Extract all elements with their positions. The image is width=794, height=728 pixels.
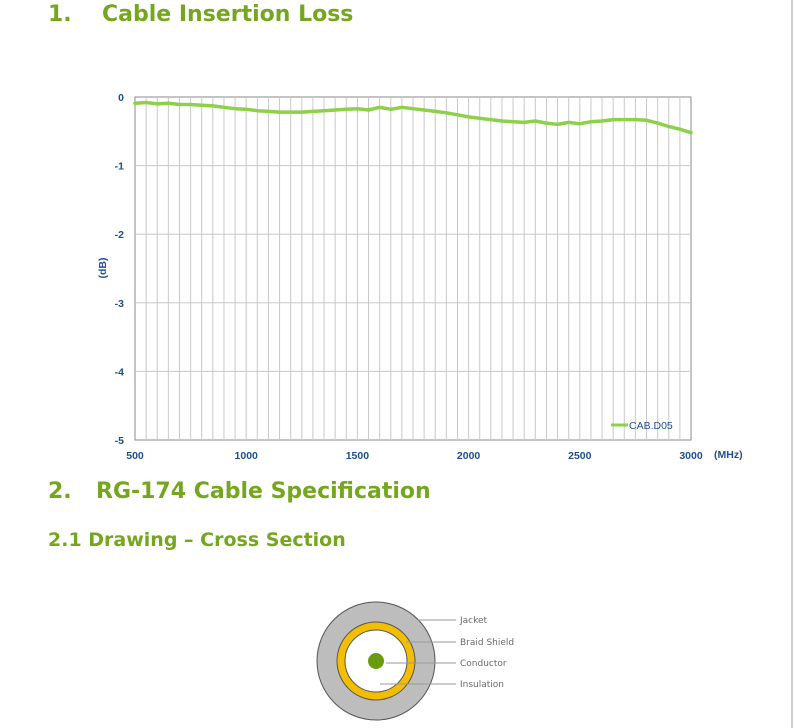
y-tick-label: -3 xyxy=(115,298,124,310)
y-axis-ticks: 0 -1 -2 -3 -4 -5 xyxy=(115,92,125,447)
y-tick-label: -1 xyxy=(115,161,124,173)
y-tick-label: -2 xyxy=(115,229,124,241)
y-tick-label: -4 xyxy=(115,366,124,378)
x-tick-label: 500 xyxy=(126,450,144,462)
series-line-cab-d05 xyxy=(133,100,693,135)
y-axis-title: (dB) xyxy=(97,258,109,279)
braid-shield-label: Braid Shield xyxy=(460,638,514,648)
y-tick-label: -5 xyxy=(115,435,124,447)
x-tick-label: 2500 xyxy=(568,450,592,462)
x-tick-label: 2000 xyxy=(457,450,481,462)
page-edge-rule xyxy=(791,0,793,728)
chart-grid xyxy=(135,97,691,440)
x-tick-label: 1500 xyxy=(346,450,370,462)
section-1-number: 1. xyxy=(48,2,72,27)
section-2-1-heading: 2.1 Drawing – Cross Section xyxy=(48,529,346,551)
section-2-title: RG-174 Cable Specification xyxy=(96,479,431,504)
x-axis-title: (MHz) xyxy=(714,449,743,461)
section-2-heading: 2. RG-174 Cable Specification xyxy=(48,479,431,504)
insertion-loss-chart: 0 -1 -2 -3 -4 -5 500 1000 1500 2000 2500 3000 (dB)… xyxy=(97,92,743,462)
jacket-label: Jacket xyxy=(459,616,488,626)
chart-legend: CAB.D05 xyxy=(611,420,673,432)
center-conductor xyxy=(368,653,384,669)
conductor-label: Conductor xyxy=(460,659,507,669)
section-1-heading: 1. Cable Insertion Loss xyxy=(48,2,353,27)
section-2-number: 2. xyxy=(48,479,72,504)
x-tick-label: 3000 xyxy=(679,450,703,462)
x-tick-label: 1000 xyxy=(235,450,259,462)
legend-label: CAB.D05 xyxy=(629,420,673,432)
insulation-label: Insulation xyxy=(460,680,504,690)
section-1-title: Cable Insertion Loss xyxy=(102,2,354,27)
y-tick-label: 0 xyxy=(118,92,124,104)
x-axis-ticks: 500 1000 1500 2000 2500 3000 xyxy=(126,450,703,462)
